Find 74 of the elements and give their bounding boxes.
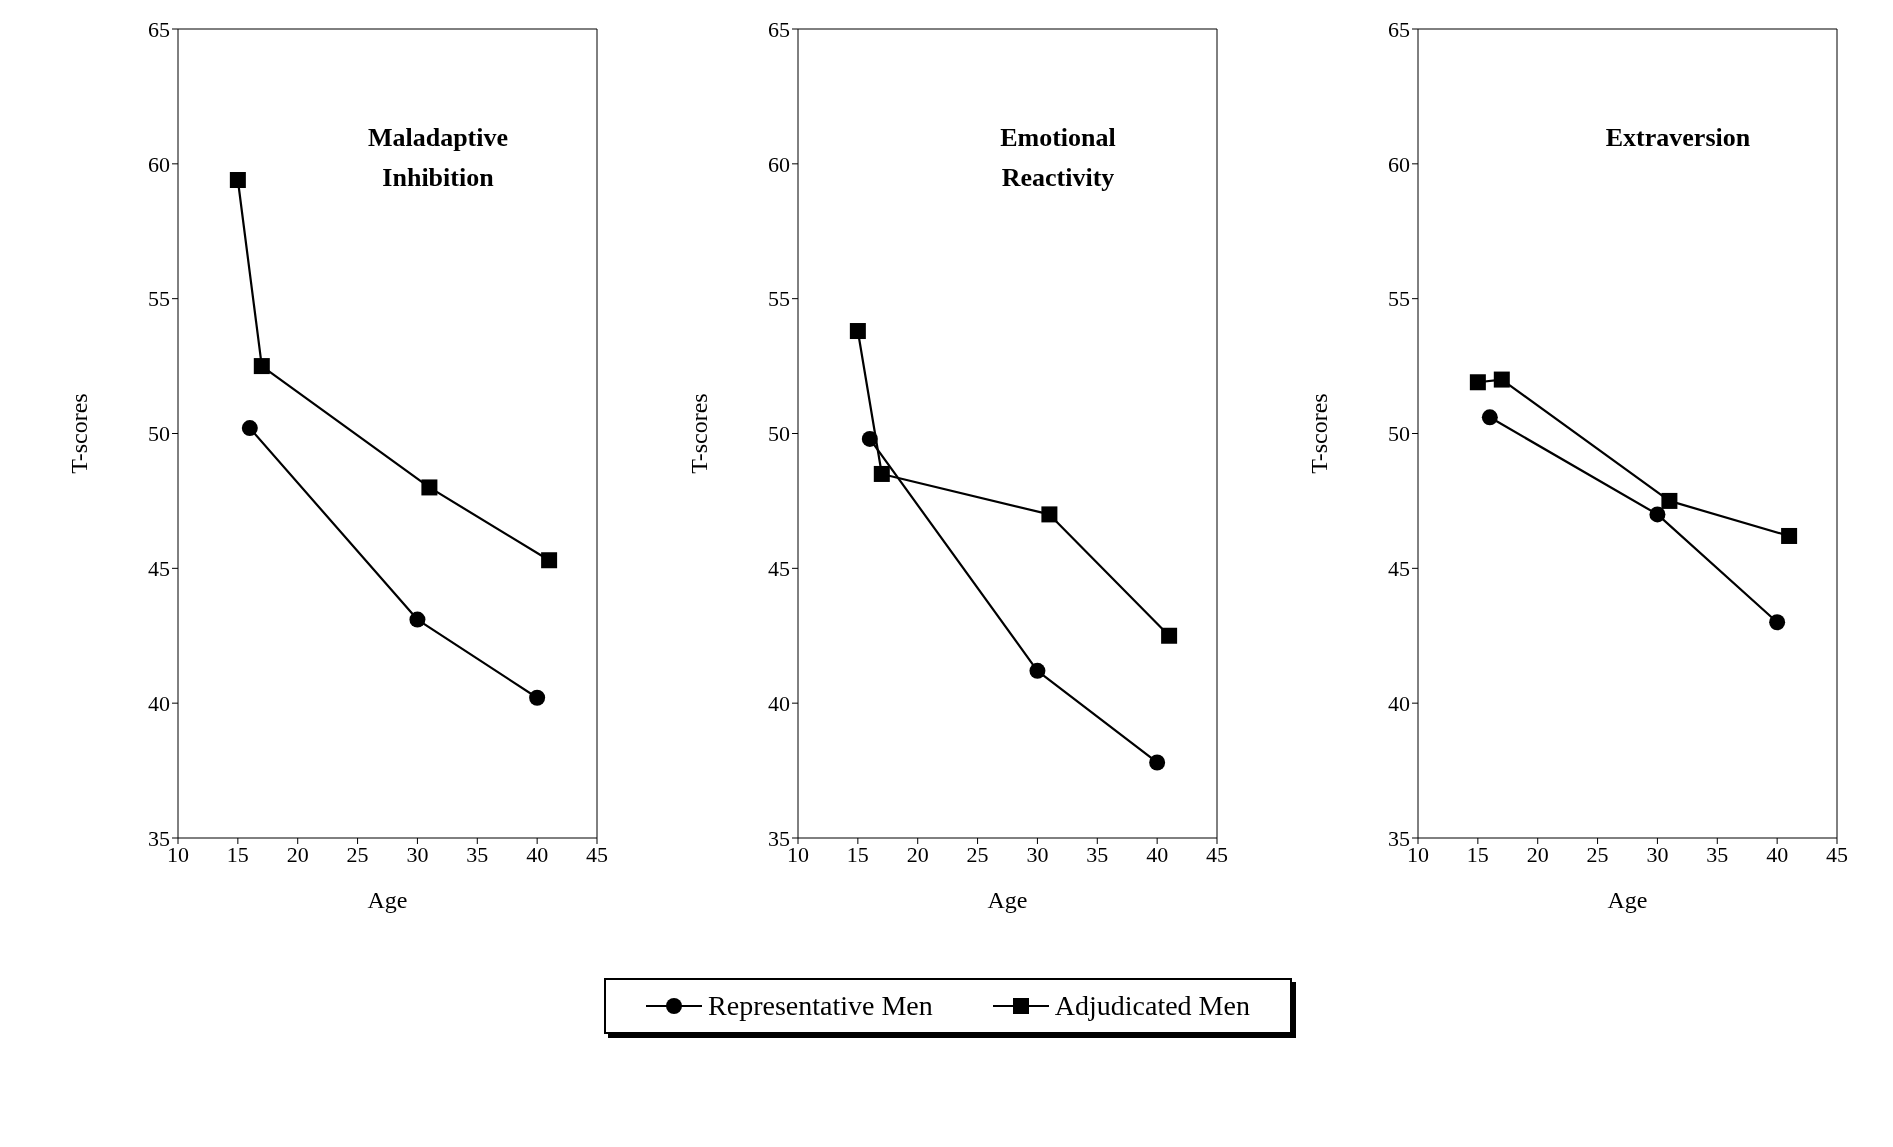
y-tick-label: 60 [148,151,170,177]
y-tick-label: 55 [1388,286,1410,312]
text: Emotional Reactivity [999,122,1117,194]
x-tick-label: 25 [1586,841,1609,867]
x-tick-label: 30 [406,841,429,867]
point [1781,527,1798,544]
point [1149,754,1166,771]
point [1161,627,1178,644]
legend-label: Adjudicated Men [1054,990,1250,1022]
point [229,172,246,189]
y-tick-label: 40 [148,690,170,716]
y-tick-label: 50 [148,421,170,447]
x-axis-title: Age [987,887,1028,913]
y-tick-label: 50 [768,421,790,447]
point [873,465,890,482]
text: Extraversion [1604,122,1752,154]
y-tick-label: 65 [148,16,170,42]
y-tick-label: 60 [768,151,790,177]
y-tick-label: 40 [768,690,790,716]
x-tick-label: 45 [1826,841,1848,867]
y-tick-label: 45 [768,556,790,582]
y-tick-label: 35 [148,825,170,851]
point [421,479,438,496]
point [861,430,878,447]
point [241,420,258,437]
x-tick-label: 35 [1706,841,1729,867]
x-tick-label: 15 [1466,841,1489,867]
x-tick-label: 40 [1146,841,1169,867]
text: Maladaptive Inhibition [366,122,510,194]
y-axis-title: T-scores [65,393,92,474]
y-tick-label: 65 [768,16,790,42]
x-tick-label: 30 [1026,841,1049,867]
y-tick-label: 65 [1388,16,1410,42]
y-tick-label: 50 [1388,421,1410,447]
x-tick-label: 35 [466,841,489,867]
point [1481,409,1498,426]
point [541,552,558,569]
x-tick-label: 20 [906,841,929,867]
point [1469,374,1486,391]
point [1769,614,1786,631]
y-tick-label: 40 [1388,690,1410,716]
y-tick-label: 35 [1388,825,1410,851]
legend-label: Representative Men [708,990,933,1022]
y-tick-label: 35 [768,825,790,851]
point [1661,492,1678,509]
x-tick-label: 45 [586,841,608,867]
point [849,323,866,340]
y-tick-label: 45 [148,556,170,582]
x-tick-label: 20 [286,841,309,867]
x-axis-title: Age [1607,887,1648,913]
point [1493,371,1510,388]
y-tick-label: 60 [1388,151,1410,177]
x-axis-title: Age [367,887,408,913]
y-tick-label: 45 [1388,556,1410,582]
point [253,358,270,375]
point [409,611,426,628]
point [1029,662,1046,679]
x-tick-label: 25 [346,841,369,867]
x-tick-label: 45 [1206,841,1228,867]
x-tick-label: 40 [1766,841,1789,867]
x-tick-label: 15 [846,841,869,867]
x-tick-label: 25 [966,841,989,867]
x-tick-label: 20 [1526,841,1549,867]
x-tick-label: 35 [1086,841,1109,867]
point [1649,506,1666,523]
y-axis-title: T-scores [685,393,712,474]
x-tick-label: 30 [1646,841,1669,867]
y-tick-label: 55 [148,286,170,312]
point [1041,506,1058,523]
point [529,689,546,706]
x-tick-label: 15 [226,841,249,867]
y-axis-title: T-scores [1305,393,1332,474]
x-tick-label: 40 [526,841,549,867]
y-tick-label: 55 [768,286,790,312]
